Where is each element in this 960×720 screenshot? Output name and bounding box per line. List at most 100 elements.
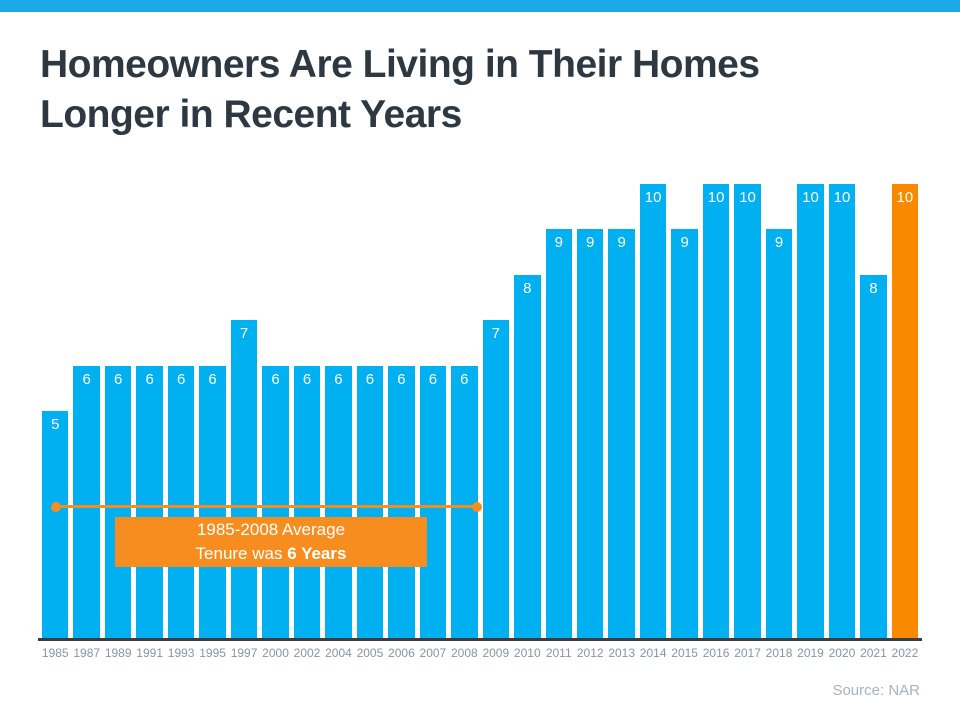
page-title: Homeowners Are Living in Their Homes Lon… (40, 40, 760, 140)
x-axis-label: 2019 (797, 646, 824, 662)
title-line-2: Longer in Recent Years (40, 93, 462, 136)
bar-2011: 9 (545, 229, 572, 638)
x-axis-line (38, 638, 922, 641)
x-axis-label: 1987 (73, 646, 101, 662)
x-axis-label-text: 2013 (608, 646, 636, 660)
x-axis-label-text: 2015 (671, 646, 698, 660)
x-axis-label-text: 2004 (325, 646, 352, 660)
bar-2018: 9 (765, 229, 793, 638)
bar-2016: 10 (702, 184, 730, 638)
bar-slot: 9 (576, 184, 604, 638)
bar-slot: 6 (419, 184, 447, 638)
x-axis-label: 2005 (356, 646, 384, 662)
bar-value-label: 6 (460, 370, 469, 388)
bar-2000: 6 (262, 365, 289, 638)
x-axis-label-text: 2012 (576, 646, 604, 660)
callout-line-2-text: Tenure was (195, 544, 288, 563)
bar-slot: 6 (293, 184, 321, 638)
x-axis-label: 2018 (765, 646, 793, 662)
bars-row: 5 6 6 6 6 6 7 6 6 6 6 6 6 6 7 8 9 9 9 10 9 10 10 9 10 10 8 10 (42, 184, 919, 638)
bar-value-label: 6 (114, 370, 123, 388)
x-axis-label-text: 2005 (356, 646, 384, 660)
bar-1997: 7 (230, 320, 258, 638)
x-axis-label: 2022 (891, 646, 919, 662)
x-axis-label-text: 1987 (73, 646, 101, 660)
x-axis-label-text: 1997 (230, 646, 258, 660)
bar-slot: 8 (860, 184, 887, 638)
x-axis-label-text: 1989 (104, 646, 132, 660)
x-axis-label: 2017 (734, 646, 761, 662)
bar-slot: 6 (325, 184, 352, 638)
bar-value-label: 9 (617, 234, 626, 252)
x-axis-label-text: 1995 (199, 646, 226, 660)
bar-2009: 7 (482, 320, 510, 638)
bar-slot: 9 (545, 184, 572, 638)
bar-value-label: 10 (707, 189, 725, 206)
bar-2006: 6 (388, 365, 415, 638)
bar-2008: 6 (451, 365, 478, 638)
bar-value-label: 9 (680, 234, 689, 252)
bar-2020: 10 (828, 184, 856, 638)
bar-1985: 5 (42, 411, 69, 638)
bar-value-label: 9 (586, 234, 595, 252)
x-axis-label: 2004 (325, 646, 352, 662)
x-axis-label: 2011 (546, 646, 572, 662)
bar-value-label: 8 (523, 279, 532, 297)
bar-slot: 6 (167, 184, 195, 638)
bar-slot: 6 (356, 184, 384, 638)
bar-2002: 6 (293, 365, 321, 638)
bar-value-label: 6 (365, 370, 375, 388)
x-axis-label: 2006 (388, 646, 415, 662)
bar-value-label: 6 (302, 370, 312, 388)
x-axis-label: 2013 (608, 646, 636, 662)
bar-2017: 10 (734, 184, 761, 638)
bar-slot: 7 (482, 184, 510, 638)
bar-slot: 9 (608, 184, 635, 638)
x-axis-label-text: 2008 (450, 646, 478, 660)
bar-slot: 5 (42, 184, 69, 638)
bar-1989: 6 (104, 365, 132, 638)
bar-2014: 10 (639, 184, 667, 638)
x-axis-label: 2009 (482, 646, 510, 662)
bar-2015: 9 (671, 229, 698, 638)
average-tenure-callout: 1985-2008 Average Tenure was 6 Years (115, 517, 427, 567)
x-axis-label-text: 1985 (41, 646, 69, 660)
callout-line-2: Tenure was 6 Years (115, 542, 427, 566)
x-axis-label-text: 2010 (513, 646, 541, 660)
x-axis-label-text: 1993 (167, 646, 195, 660)
bar-slot: 10 (702, 184, 730, 638)
x-axis-label: 2007 (420, 646, 447, 662)
bar-value-label: 6 (145, 370, 154, 388)
bar-slot: 6 (136, 184, 163, 638)
x-axis-label-text: 2000 (262, 646, 289, 660)
average-tenure-span-line (51, 501, 482, 512)
bar-2005: 6 (356, 365, 384, 638)
bar-slot: 9 (671, 184, 698, 638)
bar-value-label: 10 (802, 189, 819, 206)
bar-1995: 6 (199, 365, 226, 638)
span-line-right-dot (472, 501, 482, 512)
bar-value-label: 7 (239, 325, 249, 343)
bar-slot: 6 (388, 184, 415, 638)
bar-2022: 10 (891, 184, 919, 638)
bar-value-label: 7 (491, 325, 500, 343)
bar-value-label: 10 (739, 189, 756, 206)
x-axis-label: 1991 (136, 646, 163, 662)
x-axis-label-text: 2014 (639, 646, 667, 660)
span-line-left-dot (51, 501, 61, 512)
x-axis-label: 2020 (829, 646, 856, 662)
x-axis-labels: 1985 1987 1989 1991 1993 1995 1997 2000 2002 2004… (42, 646, 918, 662)
bar-slot: 6 (199, 184, 226, 638)
x-axis-label-text: 2018 (765, 646, 793, 660)
bar-slot: 10 (639, 184, 667, 638)
x-axis-label: 2002 (294, 646, 321, 662)
bar-1987: 6 (73, 365, 100, 638)
x-axis-label: 2014 (639, 646, 667, 662)
x-axis-label-text: 2021 (860, 646, 887, 660)
x-axis-label: 2008 (450, 646, 478, 662)
x-axis-label-text: 2009 (482, 646, 510, 660)
bar-value-label: 5 (51, 416, 60, 433)
top-accent-bar (0, 0, 960, 12)
x-axis-label-text: 2022 (891, 646, 919, 660)
bar-value-label: 10 (833, 189, 851, 206)
